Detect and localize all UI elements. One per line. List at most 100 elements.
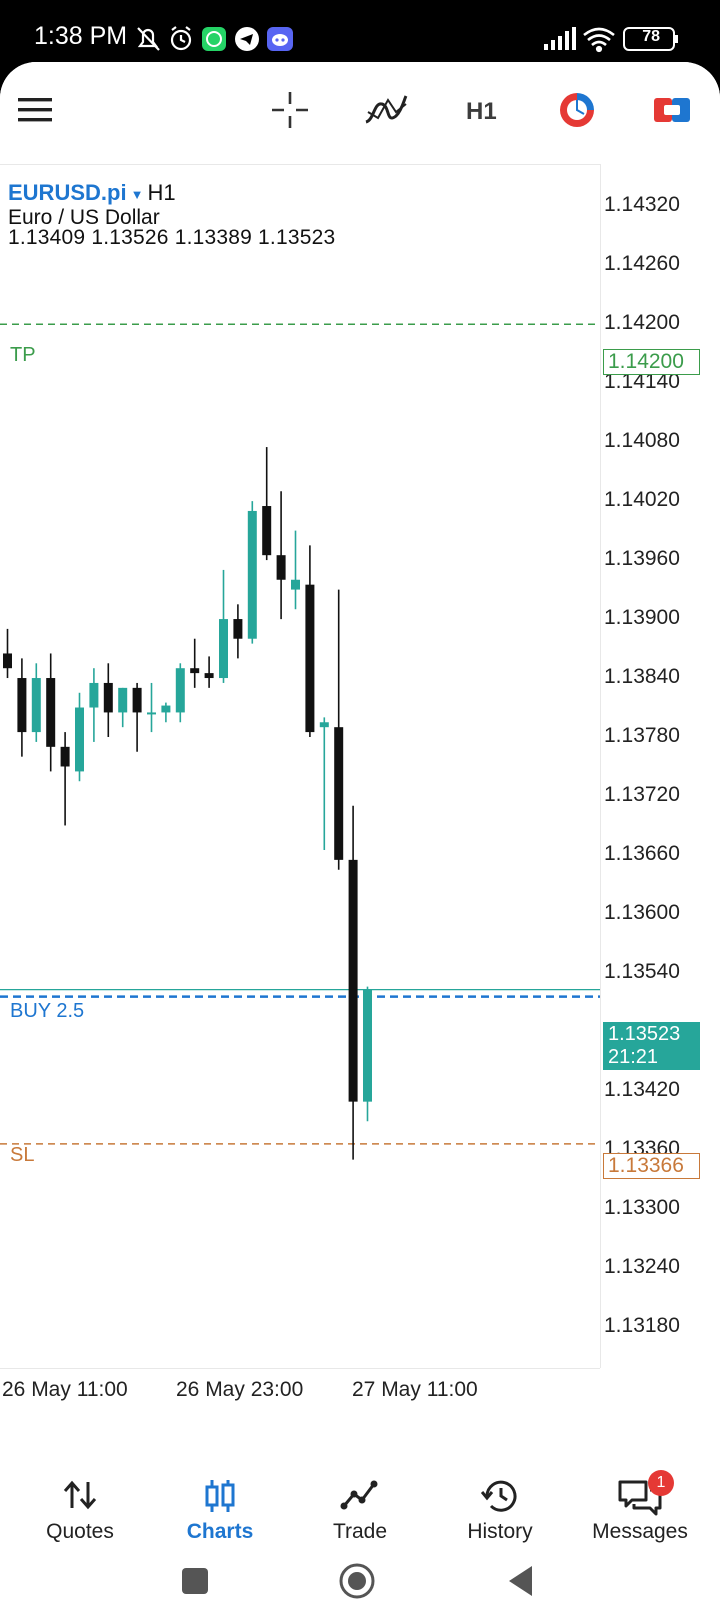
timeframe-button[interactable]: H1 xyxy=(466,98,497,125)
buy-label[interactable]: BUY 2.5 xyxy=(10,1000,85,1022)
candle xyxy=(334,589,344,870)
price-tick-label: 1.13660 xyxy=(604,841,680,865)
wifi-icon xyxy=(583,27,615,53)
back-triangle-icon[interactable] xyxy=(506,1564,536,1598)
trade-panel-icon[interactable] xyxy=(652,94,692,126)
battery-icon xyxy=(623,27,678,51)
bar-countdown: 21:21 xyxy=(608,1046,659,1068)
discord-icon xyxy=(267,27,293,51)
candle xyxy=(190,638,200,688)
signal-icon xyxy=(544,27,576,50)
candle xyxy=(103,663,113,738)
price-tick-label: 1.13180 xyxy=(604,1313,680,1337)
candlestick-plot[interactable] xyxy=(0,164,600,1368)
symbol-description: Euro / US Dollar xyxy=(8,206,160,229)
candle xyxy=(132,682,142,752)
current-price-box: 1.13523 21:21 xyxy=(603,1022,700,1070)
candle xyxy=(348,805,358,1160)
nav-quotes[interactable]: Quotes xyxy=(8,1462,152,1552)
symbol-name[interactable]: EURUSD.pi xyxy=(8,180,127,205)
price-tick-label: 1.13240 xyxy=(604,1254,680,1278)
sl-price-box: 1.13366 xyxy=(603,1153,700,1179)
nav-history-label: History xyxy=(467,1520,533,1543)
nav-history[interactable]: History xyxy=(428,1462,572,1552)
chart-toolbar: H1 xyxy=(0,62,720,162)
crosshair-icon[interactable] xyxy=(270,90,310,130)
system-navigation xyxy=(0,1563,720,1600)
price-tick-label: 1.13420 xyxy=(604,1077,680,1101)
price-tick-label: 1.13720 xyxy=(604,782,680,806)
candle xyxy=(161,702,171,723)
trade-line-icon xyxy=(340,1480,378,1510)
price-tick-label: 1.14020 xyxy=(604,488,680,512)
status-bar: 1:38 PM xyxy=(0,0,720,66)
candle xyxy=(319,717,329,851)
symbol-header[interactable]: EURUSD.pi ▼ H1 xyxy=(8,180,176,206)
price-tick-label: 1.13780 xyxy=(604,724,680,747)
recents-square-icon[interactable] xyxy=(180,1566,210,1596)
one-click-trading-icon[interactable] xyxy=(557,90,597,130)
charts-candles-icon xyxy=(205,1480,235,1512)
candle xyxy=(118,687,128,728)
price-tick-label: 1.13540 xyxy=(604,959,680,983)
nav-trade-label: Trade xyxy=(332,1520,388,1543)
notification-icons xyxy=(137,26,293,51)
bottom-navigation: Quotes Charts Trade xyxy=(0,1462,720,1552)
candle xyxy=(75,692,84,782)
home-circle-icon[interactable] xyxy=(338,1562,376,1600)
nav-charts[interactable]: Charts xyxy=(148,1462,292,1552)
system-status-icons xyxy=(544,27,678,53)
candle xyxy=(233,604,243,659)
whatsapp-icon xyxy=(202,27,226,51)
candle xyxy=(3,628,12,679)
candle xyxy=(291,530,300,610)
candle xyxy=(262,447,272,561)
price-tick-label: 1.13960 xyxy=(604,547,680,571)
price-tick-label: 1.13600 xyxy=(604,900,680,924)
alarm-icon xyxy=(170,26,192,51)
candle xyxy=(363,986,372,1122)
nav-charts-label: Charts xyxy=(186,1520,254,1543)
nav-quotes-label: Quotes xyxy=(46,1520,114,1543)
price-tick-label: 1.14140 xyxy=(604,370,680,394)
nav-trade[interactable]: Trade xyxy=(288,1462,432,1552)
history-clock-icon xyxy=(481,1480,517,1512)
app-sheet: H1 EURUSD.pi ▼ H1 Euro / US Dollar 1.13409… xyxy=(0,62,720,1600)
tp-label: TP xyxy=(10,344,36,366)
menu-icon[interactable] xyxy=(18,96,54,124)
price-tick-label: 1.14200 xyxy=(604,311,680,335)
quotes-arrows-icon xyxy=(63,1480,97,1510)
chart-border xyxy=(600,164,601,1368)
price-tick-label: 1.13840 xyxy=(604,665,680,689)
price-tick-label: 1.14080 xyxy=(604,429,680,453)
telegram-icon xyxy=(235,27,259,51)
candle xyxy=(276,491,286,620)
price-tick-label: 1.14260 xyxy=(604,252,680,276)
nav-messages[interactable]: 1 Messages xyxy=(568,1462,712,1552)
price-tick-label: 1.13300 xyxy=(604,1195,680,1219)
chart-border xyxy=(0,164,600,165)
time-tick-label: 27 May 11:00 xyxy=(352,1378,478,1401)
muted-bell-icon xyxy=(137,27,160,51)
indicators-icon[interactable] xyxy=(364,90,408,130)
symbol-dropdown-icon[interactable]: ▼ xyxy=(130,186,144,202)
time-tick-label: 26 May 11:00 xyxy=(2,1378,128,1401)
candle xyxy=(219,569,228,683)
price-tick-label: 1.13900 xyxy=(604,606,680,630)
messages-badge: 1 xyxy=(648,1470,674,1496)
candle xyxy=(17,658,27,757)
current-price: 1.13523 xyxy=(608,1023,681,1045)
chart-area[interactable]: EURUSD.pi ▼ H1 Euro / US Dollar 1.13409 1.… xyxy=(0,164,720,1422)
chart-timeframe: H1 xyxy=(147,180,176,205)
candle xyxy=(175,663,185,723)
candle xyxy=(147,682,156,733)
nav-messages-label: Messages xyxy=(592,1520,688,1543)
battery-level: 78 xyxy=(642,28,660,45)
tp-price-box: 1.14200 xyxy=(603,349,700,375)
sl-label: SL xyxy=(10,1144,35,1166)
ohlc-values: 1.13409 1.13526 1.13389 1.13523 xyxy=(8,226,336,249)
status-time: 1:38 PM xyxy=(34,22,128,50)
candle xyxy=(247,501,257,644)
candle xyxy=(204,656,214,688)
chart-border xyxy=(0,1368,600,1369)
